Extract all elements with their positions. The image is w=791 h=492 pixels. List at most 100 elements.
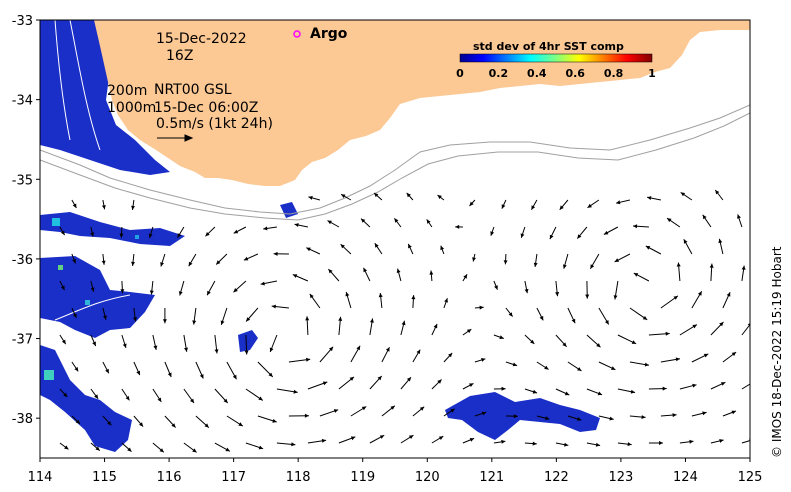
- current-arrow: [493, 439, 506, 444]
- current-arrow: [307, 438, 327, 444]
- sst-patch-center: [238, 330, 258, 352]
- current-arrow: [737, 214, 743, 228]
- current-arrow: [260, 280, 277, 286]
- current-arrow: [328, 268, 340, 282]
- x-tick-label: 120: [415, 470, 440, 485]
- current-arrow: [437, 194, 445, 201]
- current-arrow: [536, 415, 550, 421]
- current-arrow: [360, 218, 371, 228]
- current-arrow: [393, 218, 402, 228]
- current-arrow: [524, 334, 535, 345]
- current-arrow: [71, 307, 77, 319]
- sst-high-variance-specks: [44, 218, 139, 380]
- current-arrow: [59, 280, 65, 291]
- current-arrow: [549, 226, 557, 240]
- current-arrow: [373, 192, 383, 201]
- current-arrow: [443, 352, 453, 363]
- current-arrow: [178, 280, 185, 296]
- current-arrow: [90, 334, 97, 347]
- current-arrow: [396, 268, 402, 282]
- y-tick-label: -36: [12, 253, 33, 268]
- current-arrow: [462, 437, 475, 444]
- current-arrow: [195, 415, 210, 428]
- current-arrow: [722, 351, 737, 363]
- current-arrow: [149, 280, 154, 295]
- current-arrow: [679, 324, 698, 336]
- current-arrow: [273, 251, 289, 256]
- current-arrow: [586, 442, 601, 447]
- colorbar-gradient: [459, 53, 653, 63]
- current-arrow: [648, 331, 670, 336]
- current-arrow: [152, 442, 165, 453]
- current-arrow: [752, 240, 756, 254]
- current-arrow: [555, 388, 570, 396]
- x-tick-label: 118: [286, 470, 311, 485]
- current-arrow: [152, 334, 158, 351]
- current-arrow: [292, 274, 309, 282]
- current-arrow: [455, 224, 463, 229]
- x-tick-label: 124: [673, 470, 698, 485]
- current-arrow: [71, 415, 81, 425]
- colorbar-tick-label: 0.4: [527, 67, 547, 80]
- isotherm-3: [54, 294, 131, 321]
- current-arrow: [90, 388, 99, 400]
- current-arrow: [587, 199, 600, 209]
- current-arrow: [59, 442, 69, 450]
- current-arrow: [226, 361, 237, 380]
- current-arrow: [192, 307, 197, 325]
- colorbar-tick-label: 0: [456, 67, 464, 80]
- current-arrow: [586, 388, 603, 396]
- current-arrow: [524, 388, 538, 394]
- current-arrow: [214, 388, 229, 404]
- current-arrow: [536, 307, 544, 321]
- current-arrow: [629, 361, 650, 367]
- current-arrow: [363, 267, 371, 282]
- current-arrow: [164, 415, 176, 428]
- x-tick-label: 122: [544, 470, 569, 485]
- current-arrow: [121, 388, 130, 401]
- current-arrow: [269, 334, 278, 353]
- current-arrow: [338, 376, 355, 390]
- current-arrow: [378, 292, 383, 309]
- current-arrow: [121, 442, 132, 452]
- current-arrow: [718, 238, 724, 255]
- current-arrow: [220, 307, 228, 326]
- x-axis: 114 115 116 117 118 119 120 121 122 123 124 125: [28, 458, 762, 485]
- current-arrow: [520, 226, 526, 238]
- current-arrow: [505, 307, 513, 317]
- colorbar-ticks: 0 0.2 0.4 0.6 0.8 1: [456, 67, 656, 80]
- current-arrow: [598, 361, 616, 371]
- sst-patch-west-coast: [40, 20, 170, 175]
- current-arrow: [59, 388, 68, 398]
- current-vectors: [59, 189, 756, 453]
- current-arrow: [440, 245, 445, 255]
- current-arrow: [131, 199, 135, 210]
- current-arrow: [400, 320, 406, 336]
- colorbar-tick-label: 0.6: [565, 67, 585, 80]
- current-arrow: [276, 442, 296, 447]
- current-arrow: [493, 386, 506, 391]
- current-arrow: [576, 226, 588, 239]
- current-arrow: [307, 381, 328, 390]
- current-arrow: [164, 361, 172, 378]
- current-arrow: [90, 226, 95, 237]
- x-tick-label: 119: [350, 470, 375, 485]
- current-arrow: [615, 199, 631, 205]
- credit-text: © IMOS 18-Dec-2022 15:19 Hobart: [770, 246, 784, 458]
- current-arrow: [400, 376, 412, 390]
- current-arrow: [598, 415, 614, 421]
- x-tick-label: 114: [28, 470, 53, 485]
- colorbar: std dev of 4hr SST comp 0 0.2 0.4 0.6 0.8 1: [456, 40, 656, 80]
- current-arrow: [679, 383, 697, 390]
- current-arrow: [567, 307, 576, 324]
- current-arrow: [215, 253, 228, 265]
- current-arrow: [603, 226, 619, 235]
- current-arrow: [629, 307, 648, 321]
- y-tick-label: -38: [12, 412, 33, 427]
- colorbar-tick-label: 0.2: [489, 67, 509, 80]
- current-arrow: [257, 361, 274, 378]
- sst-patch-west-3: [40, 345, 132, 452]
- current-arrow: [205, 226, 216, 237]
- current-arrow: [294, 223, 309, 228]
